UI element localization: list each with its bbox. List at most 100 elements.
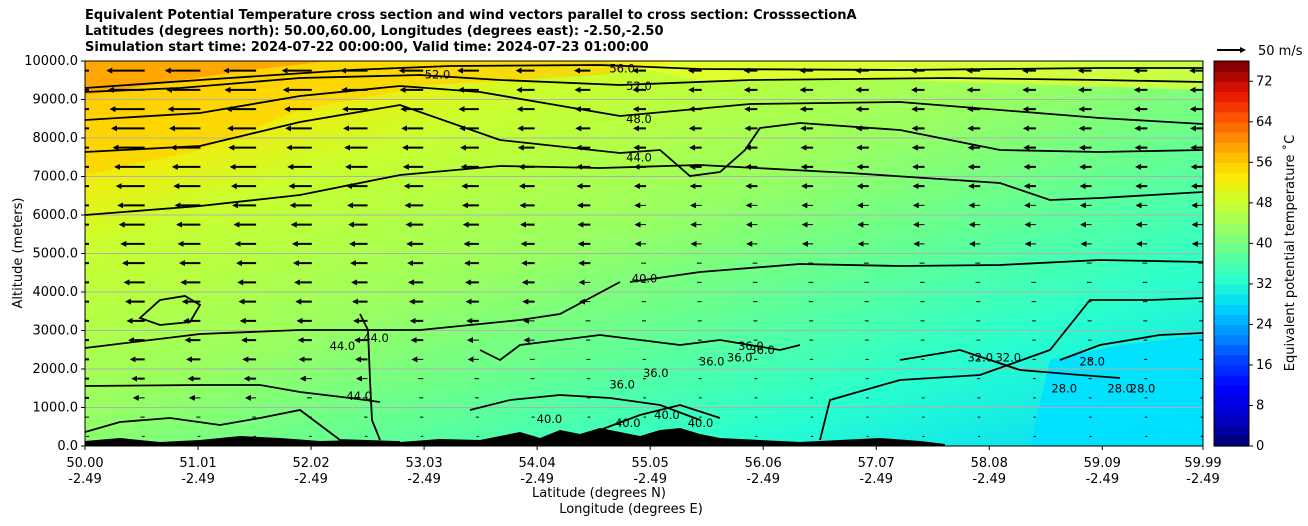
x-tick-label-lat: 54.04: [519, 456, 556, 471]
colorbar-band: [1214, 162, 1249, 174]
colorbar-tick-label: 56: [1256, 155, 1273, 170]
y-tick-label: 1000.0: [33, 401, 79, 416]
contour-line: [1059, 332, 1203, 361]
colorbar-band: [1214, 223, 1249, 234]
x-tick-label-lon: -2.49: [294, 472, 328, 487]
x-tick-label-lon: -2.49: [407, 472, 441, 487]
colorbar-band: [1214, 354, 1249, 366]
chart-title-line-3: Simulation start time: 2024-07-22 00:00:…: [85, 40, 649, 55]
colorbar-band: [1214, 324, 1249, 336]
contour-label: 40.0: [632, 272, 658, 286]
colorbar-band: [1214, 425, 1249, 437]
x-tick-label-lat: 59.99: [1184, 456, 1221, 471]
colorbar-tick-label: 64: [1256, 115, 1273, 130]
x-axis-ticks: 50.00-2.4951.01-2.4952.02-2.4953.03-2.49…: [66, 446, 1222, 487]
x-tick-label-lon: -2.49: [972, 472, 1006, 487]
contour-label: 32.0: [995, 350, 1021, 364]
contour-line: [819, 297, 1203, 441]
contour-label: 36.0: [738, 339, 764, 353]
colorbar-band: [1214, 111, 1249, 123]
colorbar-band: [1214, 375, 1249, 386]
colorbar-band: [1214, 314, 1249, 326]
x-tick-label-lat: 53.03: [405, 456, 442, 471]
contour-line: [85, 85, 1203, 125]
contour-line: [85, 164, 1203, 216]
contour-label: 28.0: [1130, 381, 1156, 395]
colorbar-tick-label: 0: [1256, 439, 1264, 454]
contour-label: 36.0: [727, 350, 753, 364]
x-tick-label-lon: -2.49: [859, 472, 893, 487]
contour-label: 44.0: [363, 331, 389, 345]
x-tick-label-lat: 52.02: [292, 456, 329, 471]
x-tick-label-lat: 58.08: [971, 456, 1008, 471]
x-tick-label-lat: 51.01: [179, 456, 216, 471]
colorbar-tick-label: 16: [1256, 358, 1273, 373]
y-tick-label: 10000.0: [24, 54, 78, 69]
x-tick-label-lat: 55.05: [632, 456, 669, 471]
contour-label: 28.0: [1051, 381, 1077, 395]
cold-region: [1030, 335, 1203, 446]
x-tick-label-lon: -2.49: [633, 472, 667, 487]
colorbar-tick-label: 24: [1256, 317, 1273, 332]
y-tick-label: 8000.0: [33, 131, 79, 146]
contour-line: [85, 104, 1203, 177]
terrain-silhouette: [85, 428, 945, 446]
colorbar-band: [1214, 202, 1249, 214]
y-tick-label: 7000.0: [33, 170, 79, 185]
contour-labels: 56.0 52.0 52.0 48.0 44.0 40.0 44.0 44.0 44.0 36.0…: [330, 62, 1156, 430]
y-axis-ticks: 0.0 1000.0 2000.0 3000.0 4000.0 5000.0 6000.0 7…: [24, 54, 85, 454]
colorbar-band: [1214, 212, 1249, 224]
x-tick-label-lon: -2.49: [181, 472, 215, 487]
plot-area: 56.0 52.0 52.0 48.0 44.0 40.0 44.0 44.0 44.0 36.0…: [85, 61, 1203, 446]
colorbar-band: [1214, 71, 1249, 82]
contour-label: 40.0: [537, 412, 563, 426]
wind-vectors: [85, 67, 1203, 437]
contour-label: 40.0: [688, 416, 714, 430]
colorbar-band: [1214, 385, 1249, 396]
contour-label: 56.0: [609, 62, 635, 76]
colorbar-tick-label: 48: [1256, 196, 1273, 211]
contour-line: [359, 313, 381, 441]
contour-label: 40.0: [615, 416, 641, 430]
colorbar-band: [1214, 395, 1249, 407]
contour-label: 44.0: [330, 339, 356, 353]
colorbar-band: [1214, 192, 1249, 204]
contour-label: 36.0: [609, 377, 635, 391]
chart-title-line-2: Latitudes (degrees north): 50.00,60.00, …: [85, 24, 664, 39]
colorbar-band: [1214, 152, 1249, 163]
vector-key-label: 50 m/s: [1258, 44, 1303, 59]
contour-line: [85, 409, 401, 443]
y-tick-label: 4000.0: [33, 285, 79, 300]
colorbar-label: Equivalent potential temperature ˚C: [1282, 135, 1298, 371]
chart-title-line-1: Equivalent Potential Temperature cross s…: [85, 8, 857, 23]
colorbar-band: [1214, 172, 1249, 184]
contour-line: [599, 404, 721, 431]
contour-label: 40.0: [654, 408, 680, 422]
colorbar-band: [1214, 415, 1249, 427]
x-axis-label-lat: Latitude (degrees N): [532, 486, 666, 501]
vector-key: 50 m/s: [1217, 44, 1303, 59]
colorbar-band: [1214, 334, 1249, 346]
x-tick-label-lat: 56.06: [745, 456, 782, 471]
colorbar-tick-label: 8: [1256, 398, 1264, 413]
contour-label: 36.0: [643, 366, 669, 380]
colorbar-band: [1214, 233, 1249, 244]
colorbar-band: [1214, 294, 1249, 305]
colorbar-band: [1214, 131, 1249, 143]
colorbar-band: [1214, 243, 1249, 255]
colorbar-band: [1214, 81, 1249, 92]
colorbar-band: [1214, 101, 1249, 113]
x-tick-label-lat: 50.00: [66, 456, 103, 471]
x-tick-label-lat: 57.07: [858, 456, 895, 471]
x-tick-label-lon: -2.49: [68, 472, 102, 487]
colorbar-band: [1214, 344, 1249, 356]
contour-line: [899, 349, 1121, 379]
colorbar-band: [1214, 364, 1249, 376]
contour-label: 36.0: [749, 343, 775, 357]
contour-label: 44.0: [626, 150, 652, 164]
contour-line: [85, 74, 1203, 93]
y-axis-label: Altitude (meters): [11, 198, 26, 309]
contour-label: 52.0: [425, 67, 451, 81]
y-tick-label: 2000.0: [33, 362, 79, 377]
